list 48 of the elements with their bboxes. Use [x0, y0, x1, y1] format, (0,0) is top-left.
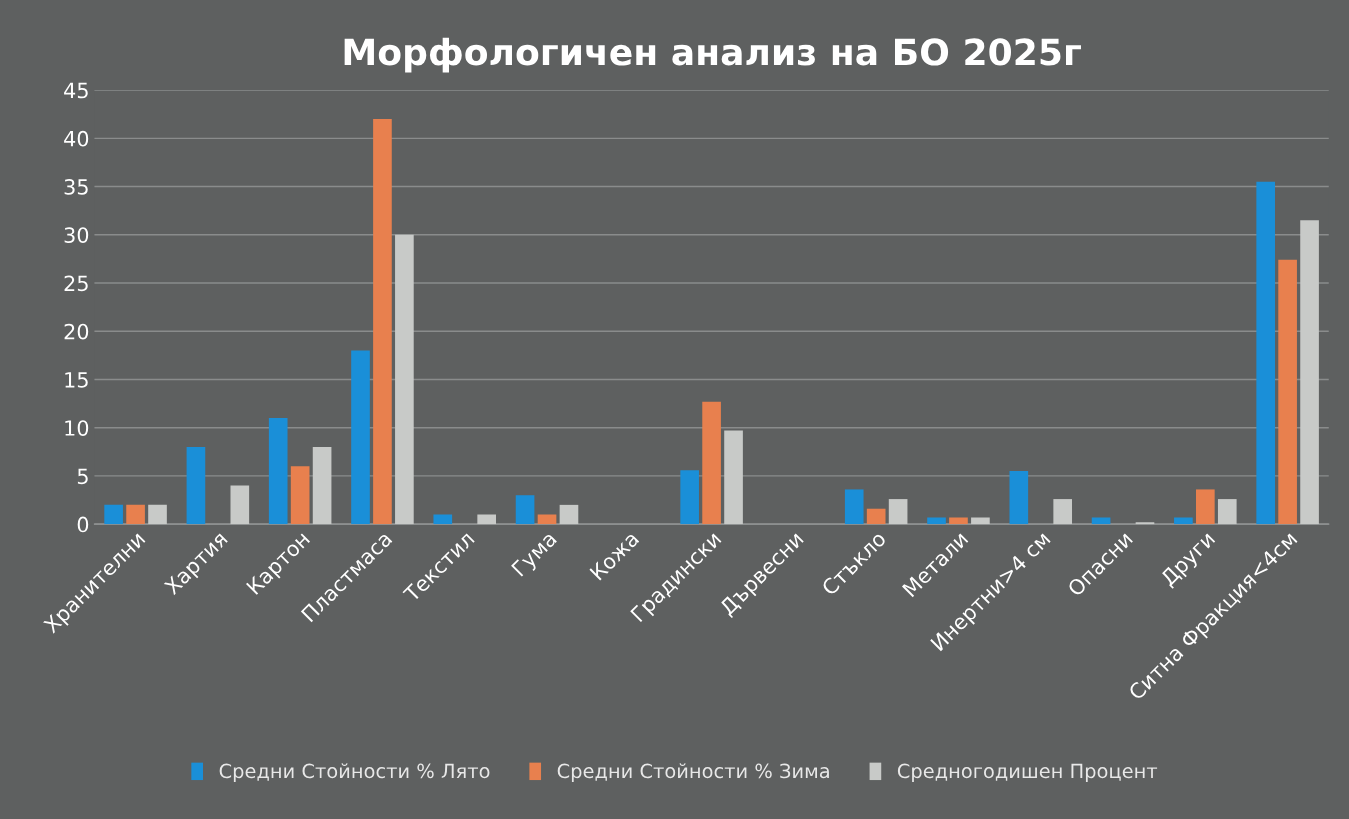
legend-label: Средни Стойности % Лято	[219, 763, 490, 783]
bar	[312, 446, 332, 525]
bar	[702, 401, 721, 525]
bar	[433, 514, 453, 525]
y-tick-label: 10	[65, 420, 89, 436]
bar	[268, 418, 288, 525]
y-tick-label: 25	[64, 275, 88, 292]
bar	[680, 470, 699, 525]
bar	[866, 508, 886, 525]
bar	[290, 466, 310, 525]
y-tick-label: 0	[77, 516, 89, 533]
chart-title: Морфологичен анализ на БО 2025г	[344, 37, 1081, 73]
bar	[186, 446, 206, 525]
bar	[148, 504, 167, 525]
y-tick-label: 40	[64, 130, 89, 147]
bar	[724, 430, 743, 525]
bar	[1278, 259, 1297, 525]
bar	[515, 495, 535, 525]
bar	[1174, 517, 1193, 525]
bar	[949, 517, 968, 525]
y-tick-label: 5	[77, 468, 88, 485]
bar	[971, 517, 990, 525]
bar	[373, 119, 392, 525]
bar	[477, 514, 496, 525]
legend-label: Средни Стойности % Зима	[557, 763, 829, 783]
bar	[230, 485, 250, 525]
y-tick-label: 35	[64, 179, 88, 195]
bar	[559, 504, 579, 525]
bar	[1091, 517, 1111, 525]
bar	[351, 350, 370, 525]
y-tick-label: 45	[64, 82, 88, 99]
bar	[1300, 220, 1319, 525]
y-tick-label: 20	[64, 323, 89, 340]
y-tick-label: 15	[65, 372, 88, 388]
bar	[126, 504, 145, 525]
bar	[844, 489, 864, 525]
bar	[1009, 471, 1029, 525]
bar	[104, 504, 123, 525]
bar	[888, 499, 908, 525]
y-tick-label: 30	[64, 227, 89, 243]
bar	[927, 517, 946, 525]
bar	[1217, 499, 1237, 525]
bar	[1196, 489, 1215, 525]
bar	[395, 234, 414, 525]
legend-label: Средногодишен Процент	[897, 763, 1158, 783]
bar	[1053, 499, 1073, 525]
bar	[1256, 181, 1275, 525]
bar	[537, 514, 557, 525]
